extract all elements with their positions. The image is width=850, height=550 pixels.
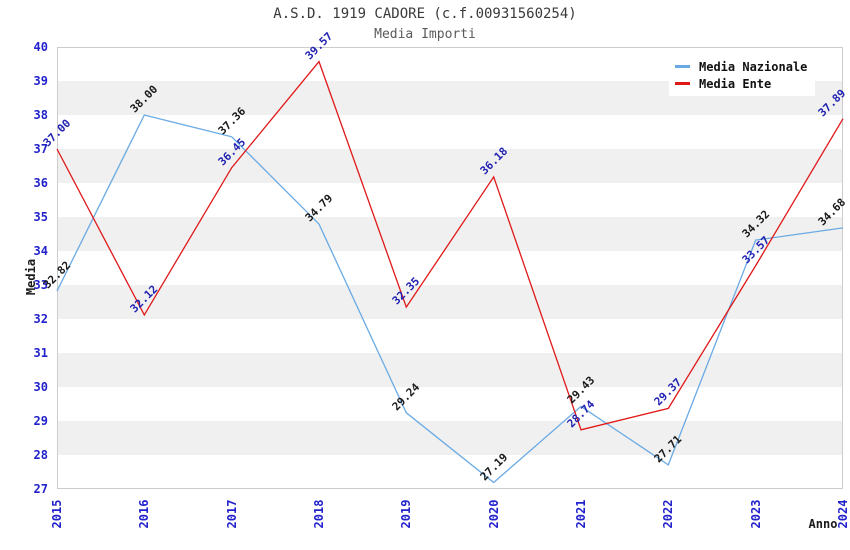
- y-tick-label: 36: [33, 176, 48, 190]
- y-tick-label: 34: [33, 244, 48, 258]
- legend: Media Nazionale Media Ente: [669, 54, 815, 96]
- y-tick-label: 29: [33, 414, 48, 428]
- y-tick-label: 31: [33, 346, 48, 360]
- legend-item-media-nazionale: Media Nazionale: [675, 58, 811, 75]
- grid-band: [57, 149, 843, 183]
- plot-border: [57, 47, 843, 489]
- x-tick-label: 2018: [312, 499, 326, 529]
- y-tick-label: 33: [33, 278, 48, 292]
- y-axis-title: Media: [24, 258, 38, 296]
- y-tick-label: 28: [33, 448, 48, 462]
- grid-band: [57, 217, 843, 251]
- media-ente-line-swatch-icon: [675, 82, 690, 85]
- x-tick-label: 2016: [137, 499, 152, 529]
- media-nazionale-line: [56, 114, 844, 484]
- y-tick-label: 40: [33, 40, 48, 54]
- y-tick-label: 35: [33, 210, 48, 224]
- x-tick-label: 2023: [748, 499, 763, 529]
- x-tick-label: 2015: [50, 499, 64, 529]
- legend-label-media-nazionale: Media Nazionale: [699, 59, 808, 74]
- chart-subtitle: Media Importi: [374, 27, 476, 42]
- x-tick-label: 2024: [836, 499, 850, 529]
- media-ente-line: [56, 60, 844, 431]
- x-tick-label: 2017: [224, 499, 239, 529]
- x-tick-label: 2021: [574, 499, 588, 529]
- x-tick-label: 2022: [661, 499, 676, 529]
- y-tick-label: 37: [33, 142, 48, 156]
- y-tick-label: 30: [33, 380, 48, 394]
- legend-item-media-ente: Media Ente: [675, 75, 811, 92]
- x-tick-label: 2020: [486, 499, 501, 529]
- chart-title: A.S.D. 1919 CADORE (c.f.00931560254): [273, 6, 577, 22]
- y-tick-label: 39: [33, 74, 48, 88]
- x-tick-label: 2019: [399, 499, 414, 529]
- y-tick-label: 32: [33, 312, 48, 326]
- grid-band: [57, 285, 843, 319]
- x-axis-title: Anno: [808, 517, 838, 531]
- media-nazionale-line-swatch-icon: [675, 65, 690, 68]
- y-tick-label: 38: [33, 108, 48, 122]
- y-tick-label: 27: [33, 482, 48, 496]
- grid-band: [57, 421, 843, 455]
- grid-band: [57, 353, 843, 387]
- legend-label-media-ente: Media Ente: [699, 76, 772, 91]
